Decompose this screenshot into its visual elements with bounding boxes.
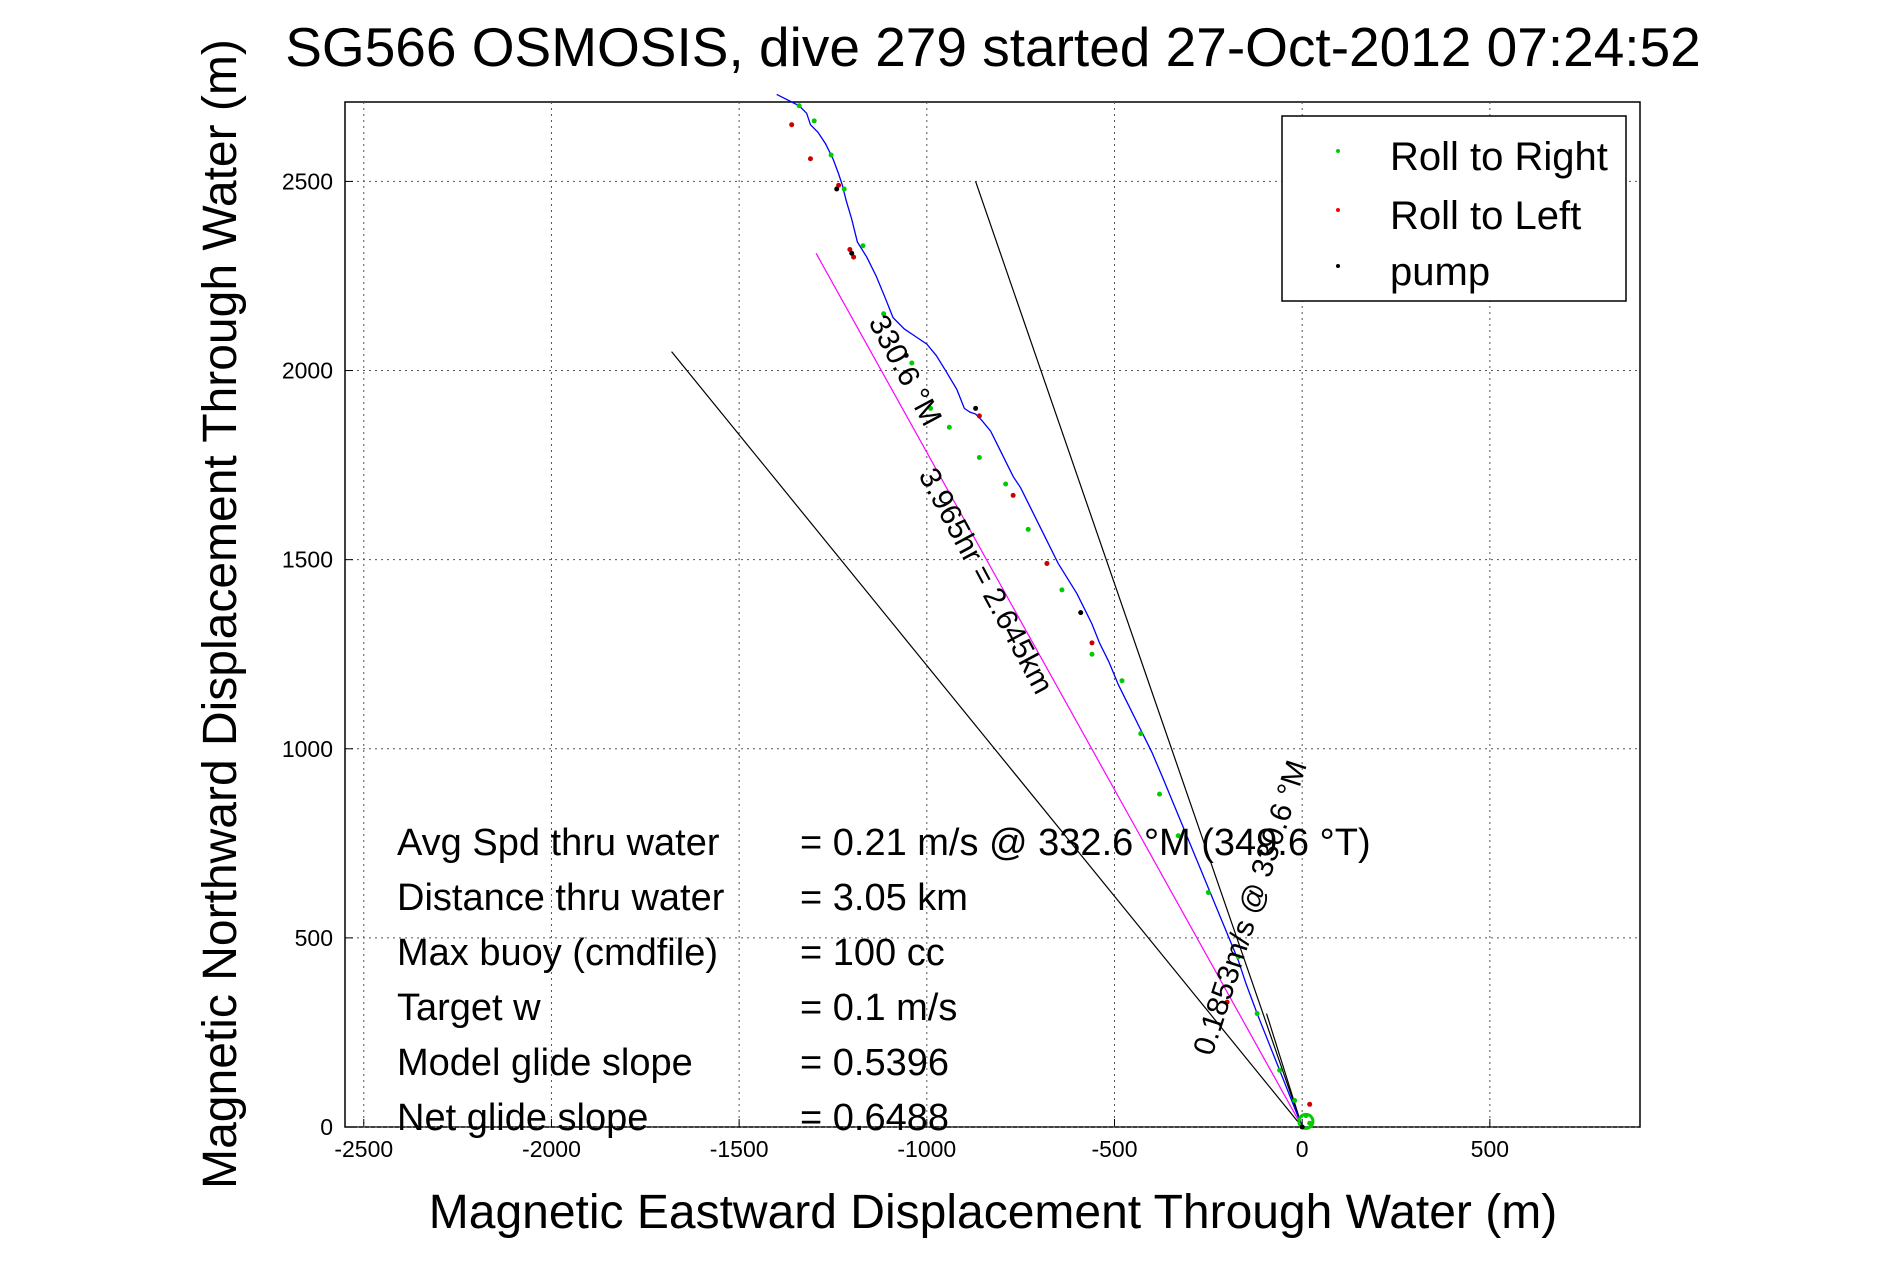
roll-right-point [909, 360, 915, 366]
stat-value-model-glide: = 0.5396 [800, 1042, 949, 1084]
roll-left-point [1307, 1101, 1313, 1107]
roll-right-point [1175, 833, 1181, 839]
legend-label-pump: pump [1390, 250, 1490, 294]
roll-right-point [1119, 678, 1125, 684]
stat-label-target-w: Target w [397, 987, 541, 1029]
stat-label-max-buoy: Max buoy (cmdfile) [397, 932, 718, 974]
reference-line [815, 252, 1303, 1128]
pump-point [1078, 610, 1084, 616]
marker-points [789, 103, 1313, 1130]
legend-marker-roll-right [1336, 149, 1340, 153]
reference-line [975, 181, 1303, 1128]
roll-left-point [807, 156, 813, 162]
stat-value-avg-speed: = 0.21 m/s @ 332.6 °M (349.6 °T) [800, 822, 1371, 864]
y-gridlines [345, 180, 1640, 1128]
roll-right-point [1157, 791, 1163, 797]
y-tick-label: 2500 [282, 168, 333, 194]
roll-left-point [836, 182, 842, 188]
x-tick-label: 0 [1296, 1136, 1309, 1162]
roll-left-point [1044, 560, 1050, 566]
y-tick-label: 500 [295, 925, 333, 951]
x-tick-label: -1500 [710, 1136, 769, 1162]
roll-right-point [1089, 651, 1095, 657]
roll-right-point [1059, 587, 1065, 593]
roll-left-point [851, 254, 857, 260]
y-tick-label: 2000 [282, 358, 333, 384]
x-tick-labels: -2500 -2000 -1500 -1000 -500 0 500 [334, 1136, 1509, 1162]
roll-right-point [928, 405, 934, 411]
roll-right-point [1003, 481, 1009, 487]
legend-marker-roll-left [1336, 208, 1340, 212]
reference-line [1265, 1013, 1303, 1128]
legend-label-roll-right: Roll to Right [1390, 135, 1608, 179]
roll-right-point [1205, 889, 1211, 895]
roll-right-point [881, 311, 887, 317]
roll-right-point [841, 186, 847, 192]
roll-right-point [1254, 1011, 1260, 1017]
roll-right-point [1277, 1067, 1283, 1073]
stat-value-max-buoy: = 100 cc [800, 932, 945, 974]
roll-right-point [1025, 526, 1031, 532]
roll-left-point [1224, 999, 1230, 1005]
track-line [776, 93, 1303, 1128]
x-tick-label: -2000 [522, 1136, 581, 1162]
reference-line [671, 351, 1303, 1128]
stat-value-target-w: = 0.1 m/s [800, 987, 957, 1029]
roll-right-point [1138, 731, 1144, 737]
pump-point [849, 250, 855, 256]
legend: Roll to Right Roll to Left pump [1281, 115, 1627, 302]
stat-value-distance: = 3.05 km [800, 877, 968, 919]
x-tick-label: 500 [1471, 1136, 1509, 1162]
pump-point [973, 405, 979, 411]
pump-point [903, 352, 909, 358]
stat-label-distance: Distance thru water [397, 877, 725, 919]
y-tick-label: 0 [320, 1114, 333, 1140]
legend-marker-pump [1336, 264, 1340, 268]
pump-point [834, 186, 840, 192]
y-tick-labels: 0 500 1000 1500 2000 2500 [282, 168, 333, 1140]
legend-label-roll-left: Roll to Left [1390, 194, 1581, 238]
legend-box [1281, 115, 1627, 302]
roll-right-point [811, 118, 817, 124]
roll-right-point [976, 455, 982, 461]
x-tick-label: -1000 [897, 1136, 956, 1162]
x-tick-label: -500 [1091, 1136, 1137, 1162]
stat-label-avg-speed: Avg Spd thru water [397, 822, 720, 864]
roll-right-point [946, 424, 952, 430]
stat-value-net-glide: = 0.6488 [800, 1097, 949, 1139]
y-tick-label: 1500 [282, 547, 333, 573]
roll-right-point [828, 152, 834, 158]
roll-left-point [789, 122, 795, 128]
roll-right-point [1292, 1098, 1298, 1104]
roll-left-point [847, 247, 853, 253]
x-tick-label: -2500 [334, 1136, 393, 1162]
y-axis-label: Magnetic Northward Displacement Through … [194, 39, 247, 1189]
stats-block: Avg Spd thru water = 0.21 m/s @ 332.6 °M… [397, 822, 1371, 1139]
stat-label-model-glide: Model glide slope [397, 1042, 693, 1084]
roll-left-point [976, 413, 982, 419]
chart-title: SG566 OSMOSIS, dive 279 started 27-Oct-2… [285, 16, 1701, 78]
roll-right-point [1303, 1113, 1309, 1119]
roll-left-point [1010, 492, 1016, 498]
x-axis-label: Magnetic Eastward Displacement Through W… [429, 1186, 1557, 1239]
roll-right-point [860, 243, 866, 249]
roll-left-point [1089, 640, 1095, 646]
pump-point [1299, 1124, 1305, 1130]
roll-right-point [796, 103, 802, 109]
y-tick-label: 1000 [282, 736, 333, 762]
reference-lines [671, 181, 1303, 1128]
roll-right-point [1307, 1120, 1313, 1126]
stat-label-net-glide: Net glide slope [397, 1097, 648, 1139]
roll-right-point [1235, 954, 1241, 960]
